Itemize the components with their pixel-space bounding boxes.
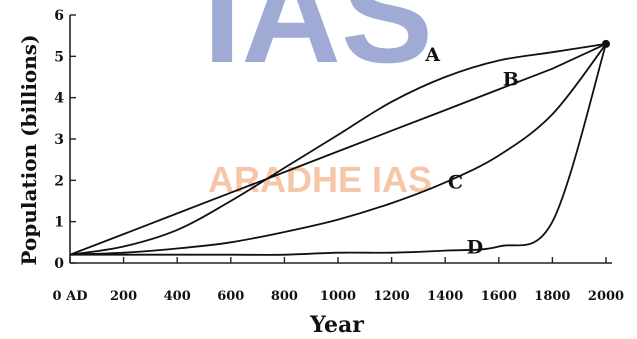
y-tick-label: 5 — [54, 49, 64, 65]
series-label-d: D — [467, 237, 483, 259]
y-ticks: 0 1 2 3 4 5 6 — [54, 8, 76, 272]
y-tick-label: 2 — [54, 173, 64, 189]
y-tick-label: 6 — [54, 8, 64, 24]
y-axis-title: Population (billions) — [17, 34, 41, 265]
y-tick-label: 3 — [54, 132, 64, 148]
x-tick-label: 0 AD — [53, 289, 88, 304]
convergence-point — [602, 39, 610, 48]
x-tick-label: 600 — [217, 289, 244, 304]
series-line-b — [69, 43, 607, 256]
y-tick-label: 0 — [54, 256, 64, 272]
series-labels: A B C D — [424, 44, 519, 259]
x-tick-label: 1800 — [534, 289, 570, 304]
series-line-d — [70, 43, 607, 256]
series-label-a: A — [424, 44, 440, 66]
series-label-c: C — [448, 171, 463, 193]
series-label-b: B — [503, 68, 519, 90]
series-lines — [69, 39, 610, 256]
x-tick-label: 800 — [271, 289, 298, 304]
series-line-a — [69, 43, 607, 256]
x-tick-label: 1400 — [427, 289, 463, 304]
y-tick-label: 4 — [54, 91, 64, 107]
x-ticks: 0 AD 200 400 600 800 1000 1200 1400 1600 1800 2000 — [53, 257, 624, 304]
series-line-c — [69, 43, 607, 256]
x-tick-label: 2000 — [588, 289, 624, 304]
x-tick-label: 400 — [164, 289, 191, 304]
x-tick-label: 1200 — [374, 289, 410, 304]
y-tick-label: 1 — [54, 215, 64, 231]
watermark: IAS ARADHE IAS — [203, 0, 433, 200]
x-tick-label: 200 — [110, 289, 137, 304]
x-axis-title: Year — [309, 312, 364, 338]
x-tick-label: 1000 — [320, 289, 356, 304]
watermark-large-text: IAS — [203, 0, 433, 92]
x-tick-label: 1600 — [481, 289, 517, 304]
